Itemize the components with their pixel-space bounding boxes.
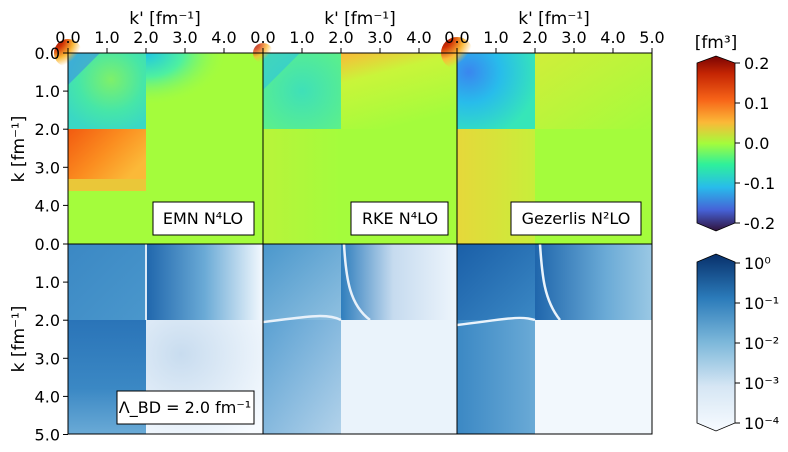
y-axis-label-bottom: k [fm⁻¹] bbox=[9, 306, 29, 373]
colorbar-difference-ticks: 0.2 0.1 0.0 -0.1 -0.2 bbox=[735, 54, 775, 233]
colorbar-tick-label: 10⁻¹ bbox=[744, 294, 779, 313]
x-tick-label: 4.0 bbox=[211, 28, 236, 47]
colorbar-tick-label: 10⁻³ bbox=[744, 374, 779, 393]
y-tick-label: 3.0 bbox=[35, 158, 60, 177]
y-tick-label: 4.0 bbox=[35, 196, 60, 215]
colorbar-tick-label: -0.2 bbox=[744, 214, 775, 233]
x-axis-label-1: k' [fm⁻¹] bbox=[129, 9, 201, 29]
x-tick-label: 2.0 bbox=[522, 28, 547, 47]
colorbar-tick-label: 10⁻⁴ bbox=[744, 414, 779, 433]
x-tick-label: 2.0 bbox=[328, 28, 353, 47]
x-tick-label: 3.0 bbox=[367, 28, 392, 47]
y-tick-label: 0.0 bbox=[35, 44, 60, 63]
x-tick-label: 1.0 bbox=[289, 28, 314, 47]
annotation-gezerlis: Gezerlis N²LO bbox=[510, 201, 642, 236]
y-tick-label: 4.0 bbox=[35, 387, 60, 406]
x-axis-label-2: k' [fm⁻¹] bbox=[324, 9, 396, 29]
y-tick-label: 3.0 bbox=[35, 349, 60, 368]
x-tick-label: 2.0 bbox=[133, 28, 158, 47]
panel-emn-difference bbox=[54, 39, 263, 244]
x-axis-label-3: k' [fm⁻¹] bbox=[518, 9, 590, 29]
y-tick-label: 2.0 bbox=[35, 311, 60, 330]
panel-rke-difference bbox=[253, 43, 457, 244]
colorbar-magnitude-ticks: 10⁰ 10⁻¹ 10⁻² 10⁻³ 10⁻⁴ bbox=[735, 254, 779, 433]
x-tick-label: 3.0 bbox=[561, 28, 586, 47]
annotation-emn: EMN N⁴LO bbox=[152, 201, 255, 236]
y-axis-label-top: k [fm⁻¹] bbox=[9, 116, 29, 183]
annotation-rke-text: RKE N⁴LO bbox=[362, 209, 438, 228]
annotation-gezerlis-text: Gezerlis N²LO bbox=[522, 209, 631, 228]
x-tick-label: 0.0 bbox=[55, 28, 80, 47]
x-tick-label: 5.0 bbox=[639, 28, 664, 47]
x-tick-label: 3.0 bbox=[172, 28, 197, 47]
x-tick-label: 0.0 bbox=[444, 28, 469, 47]
colorbar-tick-label: 10⁰ bbox=[744, 254, 771, 273]
colorbar-tick-label: -0.1 bbox=[744, 174, 775, 193]
colorbar-tick-label: 10⁻² bbox=[744, 334, 779, 353]
top-x-tick-labels: 0.0 1.0 2.0 3.0 4.0 0.0 1.0 2.0 3.0 4.0 0.0 1.0 2.0 3… bbox=[55, 28, 665, 53]
x-tick-label: 4.0 bbox=[406, 28, 431, 47]
annotation-cutoff-text: Λ_BD = 2.0 fm⁻¹ bbox=[119, 398, 251, 418]
y-tick-label: 1.0 bbox=[35, 273, 60, 292]
y-tick-label: 5.0 bbox=[35, 426, 60, 445]
x-tick-label: 1.0 bbox=[94, 28, 119, 47]
x-tick-label: 0.0 bbox=[250, 28, 275, 47]
annotation-rke: RKE N⁴LO bbox=[350, 201, 449, 236]
y-tick-label: 0.0 bbox=[35, 235, 60, 254]
x-tick-label: 1.0 bbox=[483, 28, 508, 47]
left-y-tick-labels: 0.0 1.0 2.0 3.0 4.0 0.0 1.0 2.0 3.0 4.0 5.0 bbox=[35, 44, 68, 445]
panel-rke-magnitude bbox=[262, 243, 457, 434]
colorbar-difference: [fm³] 0.2 0.1 0.0 -0.1 -0.2 bbox=[695, 33, 776, 233]
colorbar-tick-label: 0.2 bbox=[744, 54, 769, 73]
panel-gezerlis-magnitude bbox=[456, 243, 652, 434]
y-tick-label: 1.0 bbox=[35, 82, 60, 101]
annotation-emn-text: EMN N⁴LO bbox=[163, 209, 243, 228]
y-tick-label: 2.0 bbox=[35, 120, 60, 139]
x-tick-label: 4.0 bbox=[600, 28, 625, 47]
colorbar-magnitude: 10⁰ 10⁻¹ 10⁻² 10⁻³ 10⁻⁴ bbox=[696, 253, 779, 433]
annotation-cutoff: Λ_BD = 2.0 fm⁻¹ bbox=[116, 390, 255, 425]
colorbar-difference-label: [fm³] bbox=[695, 33, 738, 53]
colorbar-tick-label: 0.0 bbox=[744, 134, 769, 153]
colorbar-tick-label: 0.1 bbox=[744, 94, 769, 113]
